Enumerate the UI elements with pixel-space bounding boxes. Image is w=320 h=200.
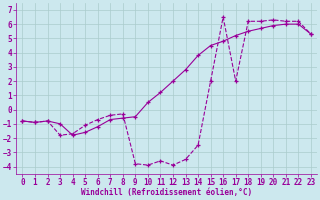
X-axis label: Windchill (Refroidissement éolien,°C): Windchill (Refroidissement éolien,°C) (81, 188, 252, 197)
